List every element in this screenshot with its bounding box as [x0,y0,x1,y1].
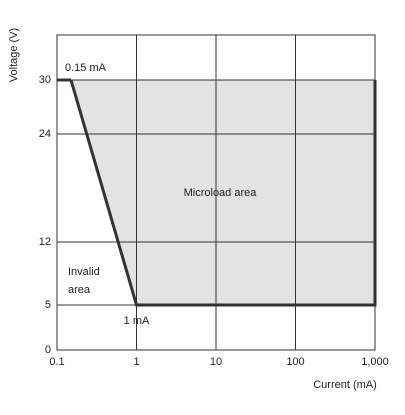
y-tick-label: 24 [39,128,51,140]
x-tick-label: 100 [286,356,304,368]
boundary-line [69,79,377,307]
annotation: 1 mA [124,315,150,327]
annotation: 0.15 mA [65,62,107,74]
x-axis-title: Current (mA) [313,379,377,391]
y-tick-label: 30 [39,74,51,86]
y-tick-label: 5 [45,299,51,311]
x-tick-label: 1 [133,356,139,368]
y-axis-title: Voltage (V) [8,28,20,82]
annotation: Invalid [68,266,100,278]
y-tick-label: 0 [45,344,51,356]
x-tick-label: 10 [210,356,222,368]
y-tick-label: 12 [39,236,51,248]
x-tick-label: 1,000 [361,356,389,368]
x-tick-label: 0.1 [49,356,64,368]
region-fill [70,80,375,305]
annotation: Microload area [184,187,258,199]
annotation: area [68,284,91,296]
